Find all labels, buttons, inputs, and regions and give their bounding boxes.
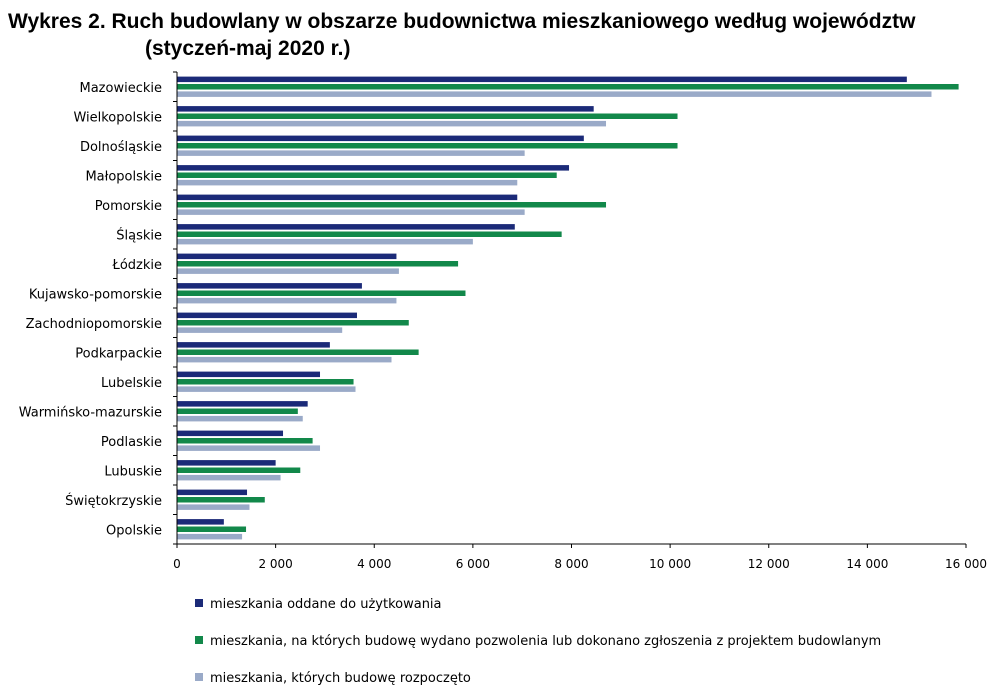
bar-1-7 (177, 253, 397, 260)
category-label: Śląskie (116, 227, 162, 243)
x-tick-label: 12 000 (748, 557, 790, 571)
bar-1-15 (177, 489, 248, 496)
bar-3-8 (177, 297, 397, 304)
bar-3-13 (177, 445, 321, 451)
x-tick-label: 0 (173, 557, 181, 571)
category-label: Opolskie (106, 523, 162, 538)
bar-2-11 (177, 379, 354, 385)
category-label: Łódzkie (112, 258, 162, 273)
bar-1-13 (177, 430, 284, 437)
legend-label: mieszkania, na których budowę wydano poz… (210, 634, 882, 649)
bar-1-14 (177, 460, 276, 466)
bar-1-8 (177, 283, 362, 289)
bar-1-9 (177, 312, 357, 319)
bar-3-11 (177, 386, 356, 392)
bar-3-10 (177, 356, 392, 363)
chart-subtitle: (styczeń-maj 2020 r.) (145, 37, 351, 60)
category-label: Dolnośląskie (80, 140, 162, 155)
category-label: Podkarpackie (75, 346, 162, 361)
category-label: Wielkopolskie (73, 110, 162, 125)
bar-1-16 (177, 519, 224, 525)
bar-2-8 (177, 290, 466, 296)
bar-2-5 (177, 202, 607, 208)
bar-2-10 (177, 349, 419, 355)
bar-1-6 (177, 224, 515, 230)
bar-3-7 (177, 268, 399, 274)
category-label: Zachodniopomorskie (26, 317, 162, 332)
x-tick-label: 16 000 (945, 557, 987, 571)
bar-3-16 (177, 533, 243, 540)
bar-2-16 (177, 526, 247, 532)
bar-3-14 (177, 474, 281, 481)
bar-3-15 (177, 504, 250, 510)
bar-2-9 (177, 320, 409, 326)
bar-1-12 (177, 401, 308, 407)
bar-2-15 (177, 497, 265, 503)
legend-label: mieszkania, których budowę rozpoczęto (210, 671, 471, 686)
category-label: Pomorskie (95, 199, 162, 214)
bar-3-3 (177, 150, 525, 156)
bar-1-1 (177, 76, 907, 83)
category-label: Kujawsko-pomorskie (29, 287, 162, 302)
x-tick-label: 8 000 (554, 557, 588, 571)
category-label: Mazowieckie (80, 81, 163, 96)
bar-2-2 (177, 113, 678, 119)
bar-1-2 (177, 106, 594, 112)
bar-2-1 (177, 84, 959, 90)
bar-3-2 (177, 120, 607, 127)
x-tick-label: 14 000 (846, 557, 888, 571)
bar-1-3 (177, 135, 584, 142)
bar-1-5 (177, 194, 518, 201)
legend-swatch (195, 636, 203, 644)
bar-2-3 (177, 143, 678, 149)
bar-1-10 (177, 342, 330, 348)
legend-label: mieszkania oddane do użytkowania (210, 597, 442, 612)
bar-2-7 (177, 261, 459, 267)
bar-3-4 (177, 179, 518, 186)
legend-swatch (195, 673, 203, 681)
legend-item-1: mieszkania oddane do użytkowania (195, 597, 442, 612)
category-label: Podlaskie (101, 435, 162, 450)
x-tick-label: 10 000 (649, 557, 691, 571)
bar-3-5 (177, 209, 525, 215)
category-label: Warmińsko-mazurskie (19, 405, 162, 420)
x-tick-label: 4 000 (357, 557, 391, 571)
x-tick-label: 2 000 (258, 557, 292, 571)
bar-2-4 (177, 172, 557, 178)
bar-3-6 (177, 238, 473, 245)
bar-3-1 (177, 91, 932, 97)
category-label: Lubuskie (104, 464, 162, 479)
category-label: Lubelskie (101, 376, 162, 391)
category-label: Małopolskie (85, 169, 162, 184)
bar-1-4 (177, 165, 570, 171)
x-tick-label: 6 000 (456, 557, 490, 571)
bar-2-6 (177, 231, 562, 237)
chart-title: Wykres 2. Ruch budowlany w obszarze budo… (8, 8, 988, 62)
legend-item-2: mieszkania, na których budowę wydano poz… (195, 634, 881, 649)
bar-2-14 (177, 467, 301, 473)
bar-1-11 (177, 371, 321, 378)
bar-3-9 (177, 327, 343, 333)
chart-title-text: Wykres 2. Ruch budowlany w obszarze budo… (8, 10, 916, 33)
legend-item-3: mieszkania, których budowę rozpoczęto (195, 671, 471, 686)
legend-swatch (195, 599, 203, 607)
bar-2-12 (177, 408, 298, 414)
category-label: Świętokrzyskie (65, 493, 162, 509)
bar-3-12 (177, 415, 303, 422)
bar-2-13 (177, 438, 313, 444)
